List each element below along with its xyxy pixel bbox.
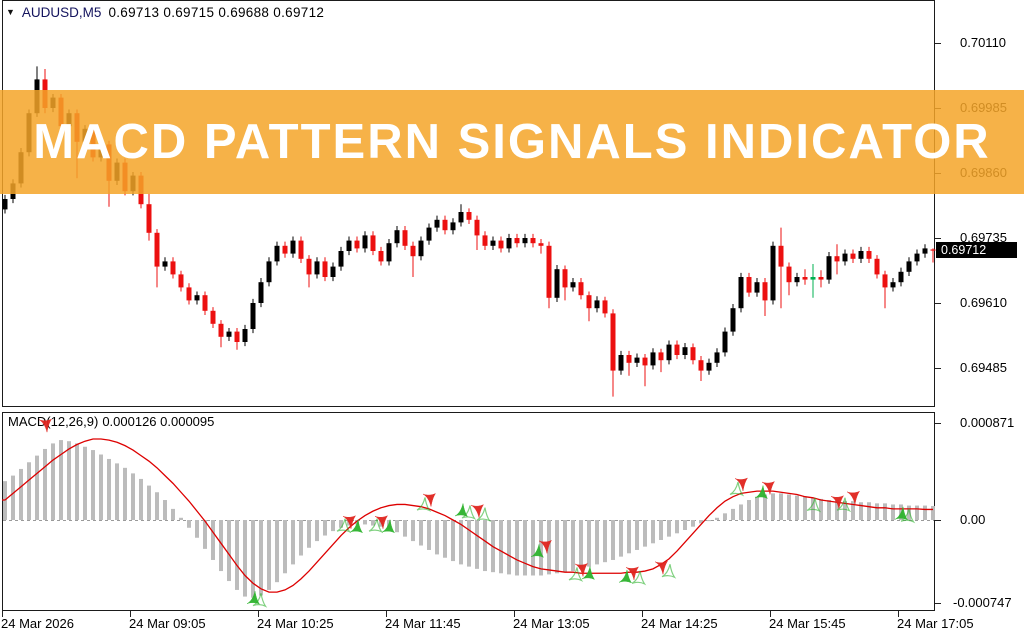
- sell-signal-arrow-icon: [374, 515, 389, 529]
- buy-signal-arrow-icon: [461, 505, 477, 521]
- buy-signal-arrow-icon: [661, 564, 677, 579]
- sell-signal-arrow-icon: [538, 539, 553, 554]
- chart-title-line: ▼ AUDUSD,M5 0.69713 0.69715 0.69688 0.69…: [6, 5, 324, 20]
- time-axis-label: 24 Mar 10:25: [257, 616, 334, 631]
- macd-histogram: [3, 440, 935, 598]
- sell-signal-arrow-icon: [734, 477, 749, 492]
- axis-ticks: [2, 43, 941, 617]
- chart-dropdown-icon[interactable]: ▼: [6, 7, 15, 17]
- buy-signal-arrow-icon: [349, 519, 364, 534]
- sell-signal-arrow-icon: [625, 566, 640, 580]
- sell-signal-arrow-icon: [846, 490, 861, 505]
- buy-signal-arrow-icon: [894, 506, 909, 521]
- sell-signal-arrow-icon: [830, 495, 845, 509]
- buy-signal-arrow-icon: [729, 481, 745, 497]
- promo-banner: MACD PATTERN SIGNALS INDICATOR: [0, 90, 1024, 194]
- buy-signal-arrow-icon: [246, 591, 261, 605]
- macd-axis-label: 0.000871: [960, 415, 1015, 431]
- buy-signal-arrow-icon: [900, 508, 916, 524]
- price-axis-label: 0.69485: [960, 360, 1007, 375]
- sell-signal-arrow-icon: [38, 418, 53, 433]
- time-axis-label: 24 Mar 09:05: [129, 616, 206, 631]
- sell-signal-arrow-icon: [654, 560, 669, 575]
- sell-signal-arrow-icon: [470, 503, 485, 518]
- sell-signal-arrow-icon: [574, 562, 589, 577]
- time-axis-label: 24 Mar 14:25: [641, 616, 718, 631]
- symbol-timeframe-label: AUDUSD,M5: [21, 5, 102, 20]
- buy-signal-arrow-icon: [754, 485, 769, 500]
- buy-signal-arrow-icon: [631, 570, 647, 586]
- buy-signal-arrow-icon: [806, 497, 822, 513]
- macd-indicator-label: MACD(12,26,9) 0.000126 0.000095: [8, 414, 218, 429]
- time-axis-label: 24 Mar 15:45: [769, 616, 846, 631]
- buy-signal-arrow-icon: [568, 567, 584, 582]
- macd-params: MACD(12,26,9): [8, 414, 99, 429]
- time-axis-label: 24 Mar 13:05: [513, 616, 590, 631]
- price-axis-label: 0.69735: [960, 230, 1007, 245]
- price-axis-label: 0.69610: [960, 295, 1007, 310]
- buy-signal-arrow-icon: [368, 518, 384, 534]
- promo-banner-text: MACD PATTERN SIGNALS INDICATOR: [33, 115, 991, 169]
- buy-signal-arrow-icon: [581, 566, 596, 581]
- buy-signal-arrow-icon: [836, 497, 852, 513]
- current-price-tag: 0.69712: [936, 241, 1017, 258]
- buy-signal-arrow-icon: [618, 569, 633, 584]
- macd-axis-label: 0.00: [960, 512, 986, 527]
- buy-signal-arrow-icon: [381, 519, 396, 534]
- buy-signal-arrow-icon: [336, 518, 352, 534]
- macd-axis-label: -0.000747: [953, 594, 1012, 610]
- price-axis-label: 0.70110: [960, 35, 1007, 50]
- time-axis-label: 24 Mar 2026: [1, 616, 74, 631]
- buy-signal-arrow-icon: [476, 507, 492, 523]
- sell-signal-arrow-icon: [342, 515, 357, 529]
- time-axis-label: 24 Mar 17:05: [897, 616, 974, 631]
- buy-signal-arrow-icon: [454, 503, 469, 518]
- buy-signal-arrow-icon: [530, 544, 545, 559]
- promo-banner-background: [0, 90, 1024, 194]
- sell-signal-arrow-icon: [761, 480, 776, 495]
- macd-signal-line: [2, 438, 933, 593]
- sell-signal-arrow-icon: [422, 492, 437, 507]
- macd-values: 0.000126 0.000095: [102, 414, 215, 429]
- ohlc-values: 0.69713 0.69715 0.69688 0.69712: [108, 5, 325, 20]
- pattern-signal-arrows: [38, 418, 916, 608]
- buy-signal-arrow-icon: [416, 497, 432, 513]
- time-axis-label: 24 Mar 11:45: [385, 616, 461, 631]
